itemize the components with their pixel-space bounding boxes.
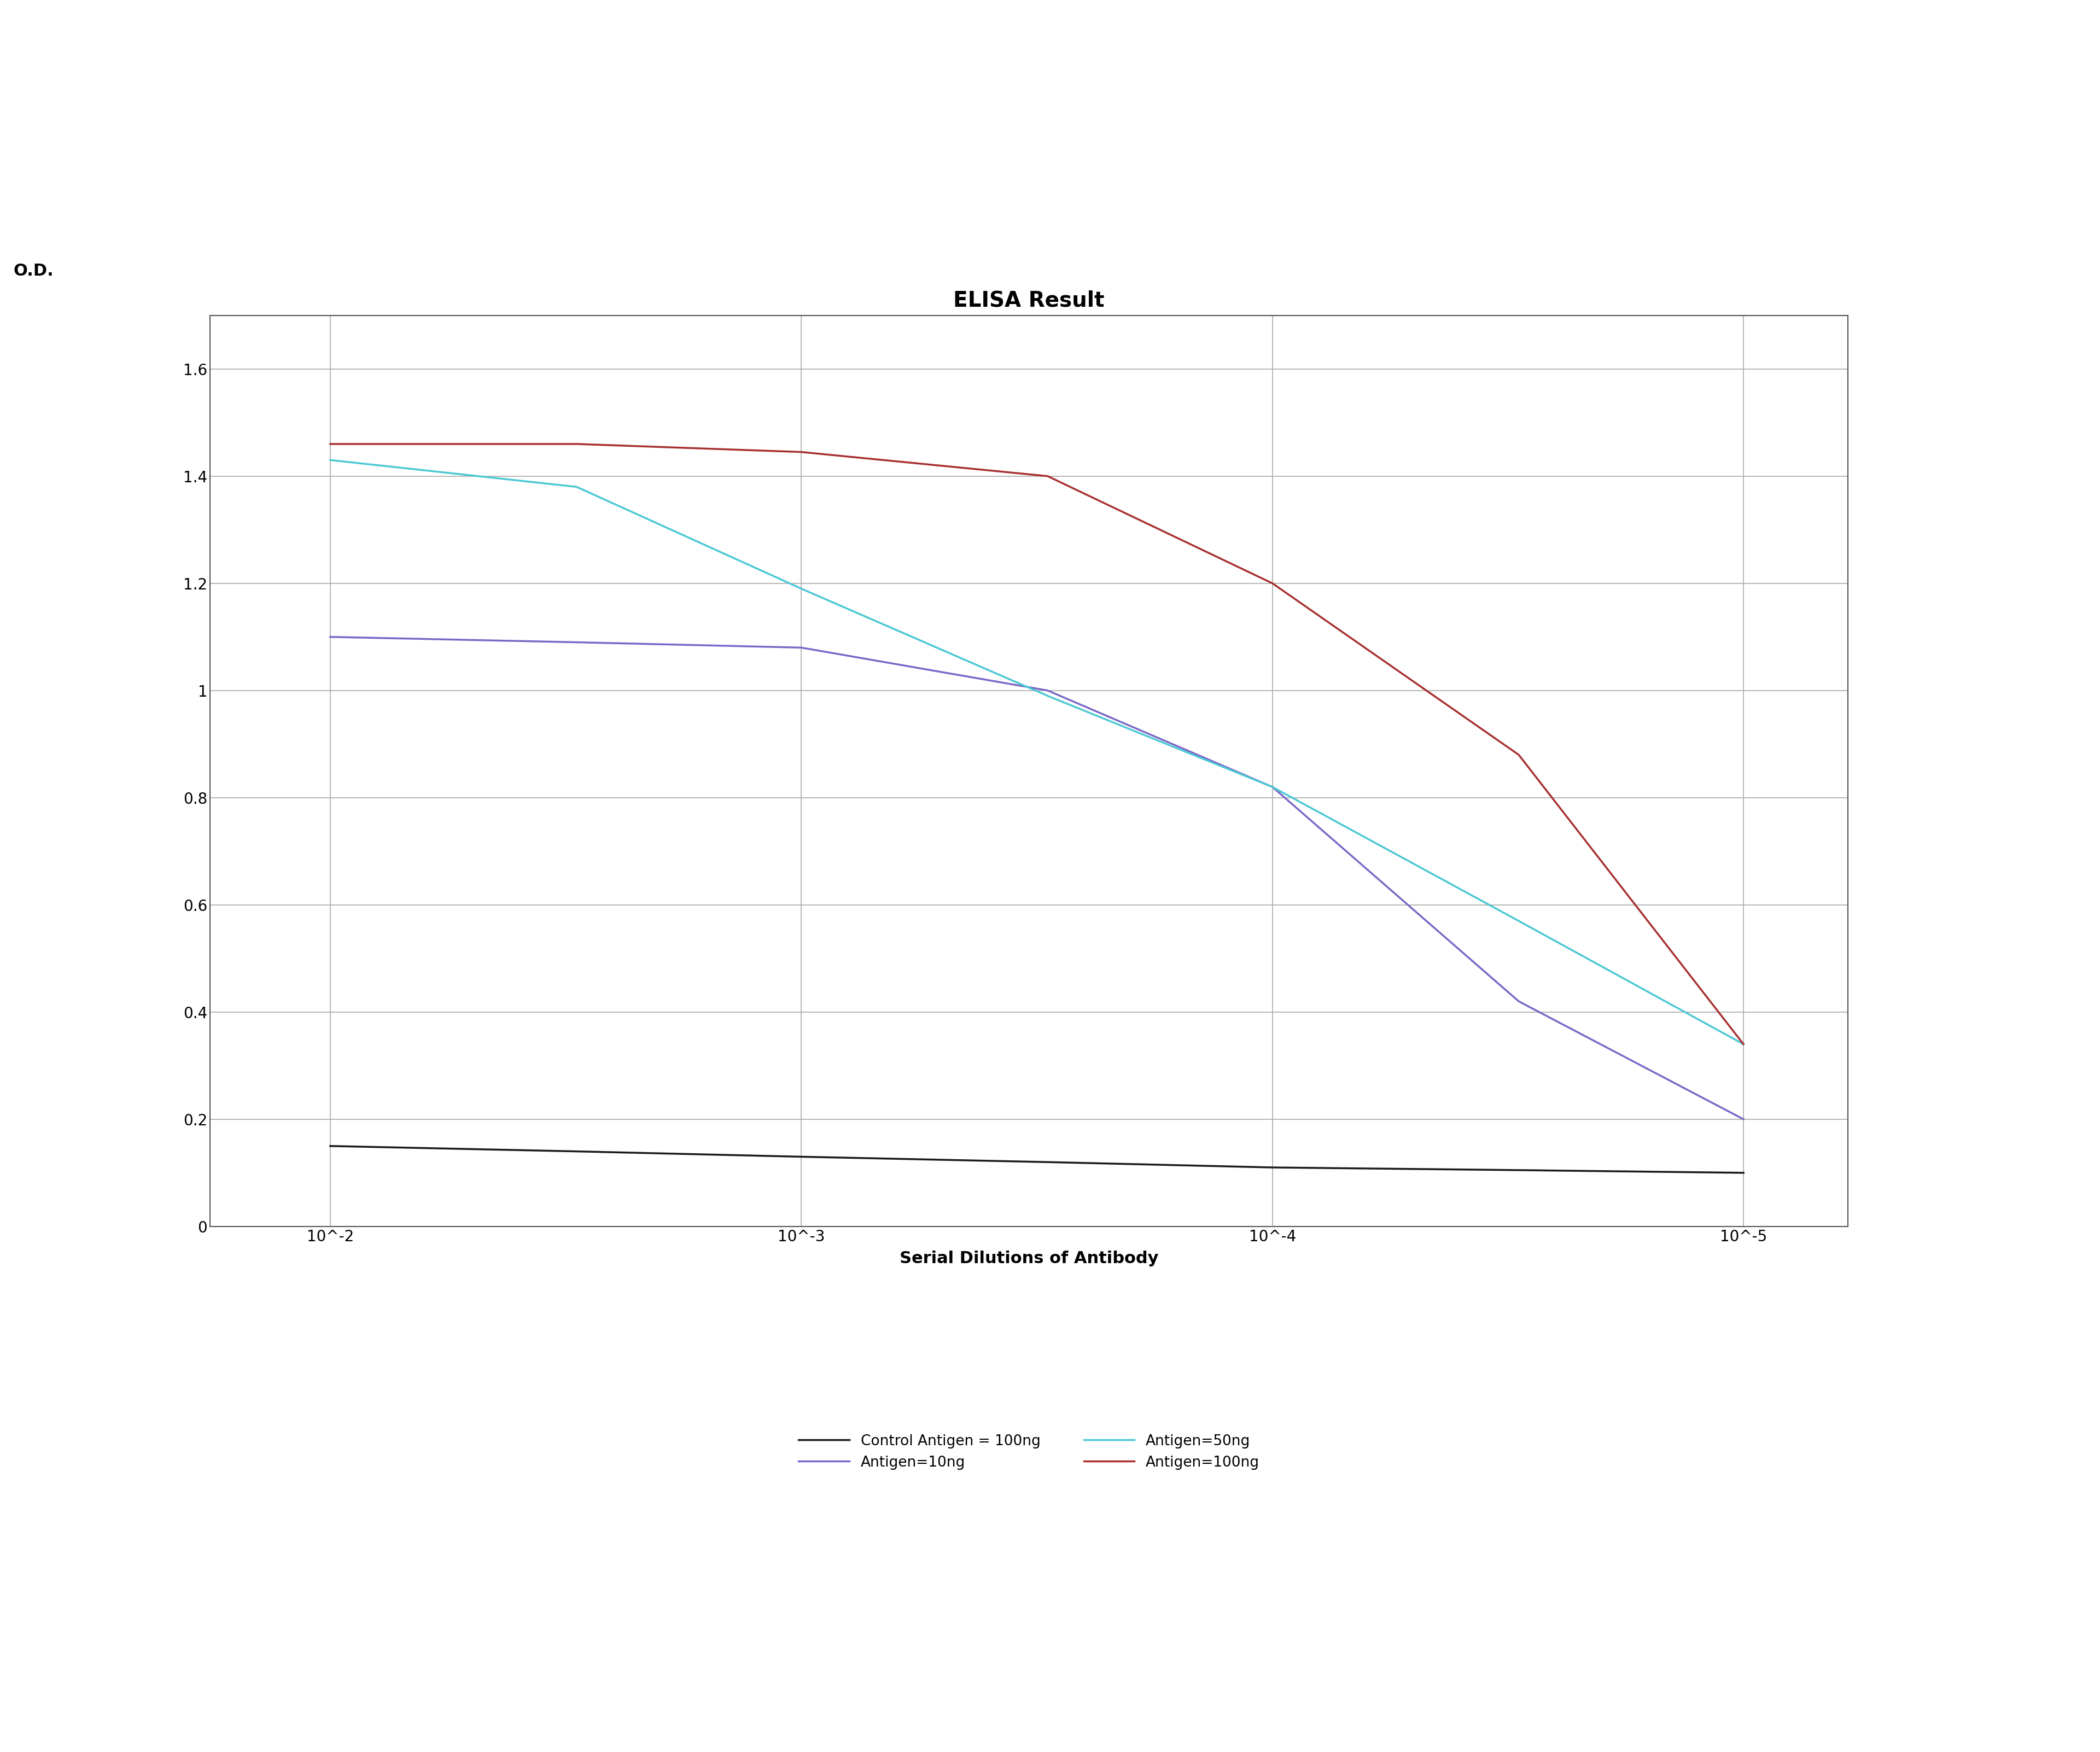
Antigen=100ng [790, 442, 815, 463]
Antigen=50ng [1506, 911, 1531, 932]
Antigen=10ng [790, 638, 815, 659]
Antigen=50ng [1730, 1034, 1756, 1055]
Antigen=10ng [317, 627, 342, 648]
Control Antigen = 100ng [1506, 1160, 1531, 1181]
Antigen=10ng [1730, 1109, 1756, 1130]
Line: Antigen=10ng: Antigen=10ng [330, 638, 1743, 1120]
Antigen=100ng [1260, 573, 1285, 594]
Antigen=100ng [565, 433, 590, 454]
Antigen=10ng [1506, 992, 1531, 1013]
Control Antigen = 100ng [1035, 1151, 1060, 1172]
Antigen=50ng [565, 477, 590, 498]
Legend: Control Antigen = 100ng, Antigen=10ng, Antigen=50ng, Antigen=100ng: Control Antigen = 100ng, Antigen=10ng, A… [798, 1435, 1260, 1470]
Antigen=50ng [790, 578, 815, 599]
Antigen=100ng [1035, 466, 1060, 487]
Antigen=10ng [1035, 680, 1060, 701]
Title: ELISA Result: ELISA Result [953, 289, 1105, 310]
Antigen=10ng [565, 632, 590, 653]
Antigen=10ng [1260, 776, 1285, 797]
Line: Antigen=50ng: Antigen=50ng [330, 461, 1743, 1044]
Control Antigen = 100ng [565, 1141, 590, 1162]
Line: Antigen=100ng: Antigen=100ng [330, 443, 1743, 1044]
Antigen=100ng [317, 433, 342, 454]
Line: Control Antigen = 100ng: Control Antigen = 100ng [330, 1146, 1743, 1172]
Antigen=50ng [317, 450, 342, 471]
Control Antigen = 100ng [1260, 1156, 1285, 1177]
Control Antigen = 100ng [317, 1135, 342, 1156]
Control Antigen = 100ng [790, 1146, 815, 1167]
Text: O.D.: O.D. [13, 263, 55, 279]
Antigen=100ng [1506, 745, 1531, 766]
Antigen=50ng [1035, 685, 1060, 706]
Control Antigen = 100ng [1730, 1162, 1756, 1183]
Antigen=100ng [1730, 1034, 1756, 1055]
X-axis label: Serial Dilutions of Antibody: Serial Dilutions of Antibody [899, 1251, 1159, 1267]
Antigen=50ng [1260, 776, 1285, 797]
